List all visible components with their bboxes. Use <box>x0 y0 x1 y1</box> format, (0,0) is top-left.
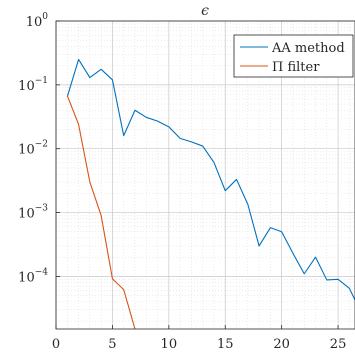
x-tick-label: 25 <box>330 337 347 352</box>
x-tick-label: 20 <box>273 337 290 352</box>
series-line-aa-method <box>66 58 355 302</box>
chart-title: ϵ <box>201 3 209 19</box>
y-tick-label: 10−1 <box>18 76 48 94</box>
axes-box <box>55 20 355 330</box>
legend: AA method Π filter <box>233 34 354 78</box>
y-tick-label: 100 <box>26 12 49 30</box>
x-tick-label: 15 <box>217 337 234 352</box>
legend-label-aa-method: AA method <box>271 41 345 56</box>
y-tick-labels: 100 10−1 10−2 10−3 10−4 <box>18 12 48 285</box>
x-tick-labels: 0 5 10 15 20 25 <box>52 337 346 352</box>
y-tick-label: 10−3 <box>18 204 48 222</box>
x-tick-label: 5 <box>108 337 116 352</box>
legend-box <box>233 34 354 78</box>
minor-grid <box>56 21 355 329</box>
y-tick-label: 10−4 <box>18 267 48 285</box>
x-tick-label: 0 <box>52 337 60 352</box>
x-tick-label: 10 <box>161 337 178 352</box>
y-tick-label: 10−2 <box>18 140 48 158</box>
legend-label-pi-filter: Π filter <box>272 60 320 75</box>
series-layer <box>66 58 355 329</box>
series-line-filter <box>66 95 136 329</box>
